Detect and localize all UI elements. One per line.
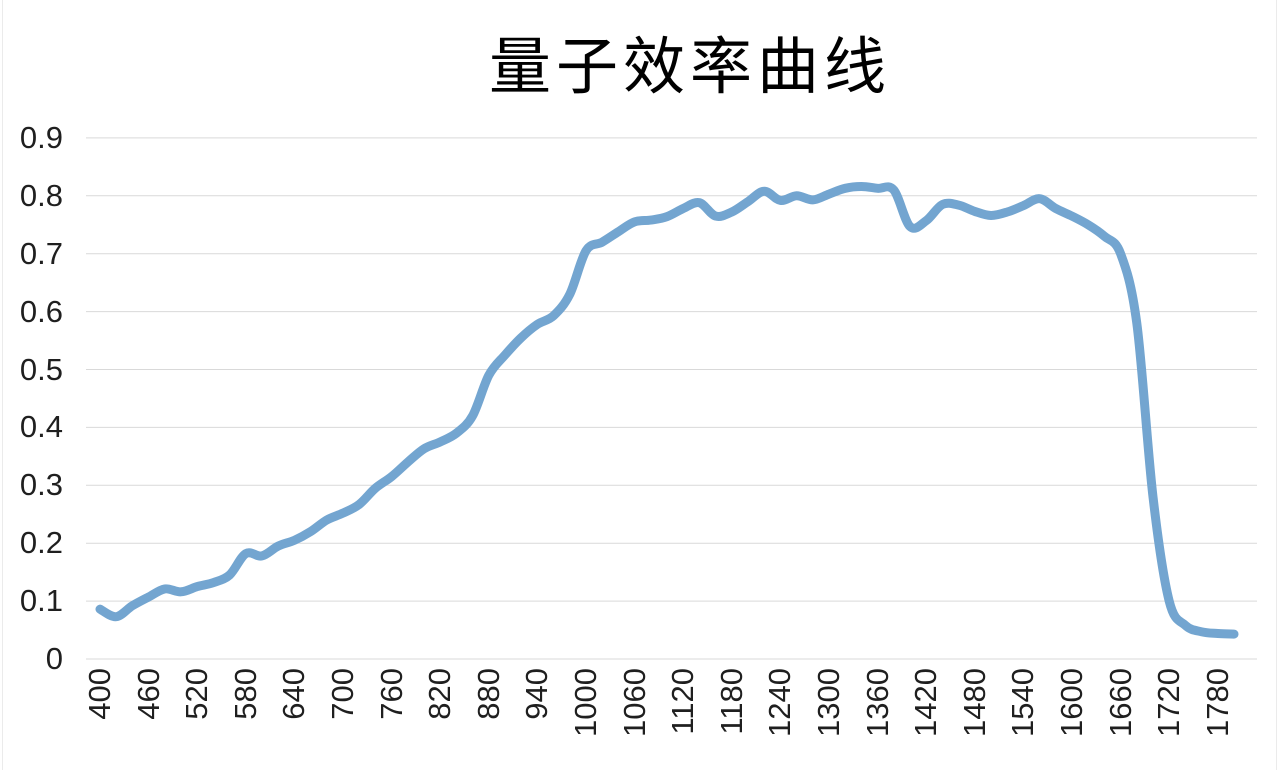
- x-tick-label: 640: [276, 668, 312, 720]
- x-tick-label: 940: [519, 668, 555, 720]
- x-tick-label: 400: [82, 668, 117, 720]
- x-tick-label: 700: [325, 668, 360, 720]
- x-tick-label: 1780: [1199, 668, 1235, 737]
- y-tick-label: 0.9: [19, 119, 63, 155]
- y-tick-label: 0: [45, 641, 63, 676]
- x-tick-label: 580: [227, 668, 263, 720]
- chart-frame-right-border: [1276, 0, 1277, 770]
- y-tick-label: 0.6: [19, 293, 63, 329]
- x-tick-label: 880: [470, 668, 506, 720]
- y-tick-label: 0.7: [19, 235, 63, 271]
- quantum-efficiency-curve: [95, 182, 1239, 639]
- y-tick-label: 0.8: [19, 177, 63, 213]
- y-tick-label: 0.4: [19, 409, 63, 445]
- y-tick-label: 0.1: [19, 583, 63, 619]
- x-tick-label: 820: [422, 668, 458, 720]
- x-tick-label: 460: [130, 668, 166, 720]
- chart-title: 量子效率曲线: [488, 30, 891, 103]
- x-tick-label: 760: [373, 668, 409, 720]
- y-tick-label: 0.3: [19, 467, 63, 503]
- chart-frame-left-border: [2, 0, 3, 770]
- y-tick-label: 0.2: [19, 525, 63, 561]
- x-tick-label: 520: [179, 668, 215, 720]
- y-tick-label: 0.5: [19, 351, 63, 387]
